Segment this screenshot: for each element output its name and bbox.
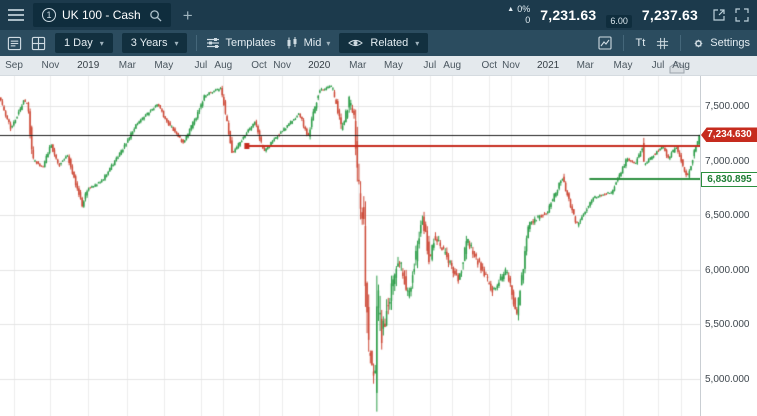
- range-dropdown[interactable]: 3 Years ▾: [121, 33, 188, 53]
- text-tool-button[interactable]: Tt: [635, 37, 646, 49]
- related-dropdown[interactable]: Related ▾: [339, 33, 429, 53]
- instrument-name: UK 100 - Cash: [62, 8, 141, 22]
- time-axis[interactable]: Sep Nov 2019 Mar May Jul Aug Oct Nov 2020 Mar May Ju…: [0, 56, 757, 76]
- menu-icon[interactable]: [8, 9, 24, 21]
- window-controls: [712, 8, 749, 22]
- spread-value: 6.00: [606, 14, 632, 28]
- range-value: 3 Years: [130, 37, 168, 49]
- quote-panel: ▲ 0% 0 7,231.63 6.00 7,237.63: [507, 0, 749, 30]
- time-axis-label: Mar: [349, 60, 367, 71]
- price-axis-label: 7,000.000: [705, 155, 750, 167]
- time-axis-label: Aug: [443, 60, 462, 71]
- price-axis-label: 6,000.000: [705, 264, 750, 276]
- price-axis-label: 5,500.000: [705, 319, 750, 331]
- time-axis-label: Nov: [273, 60, 291, 71]
- eye-icon: [348, 37, 364, 49]
- time-axis-label: Sep: [5, 60, 23, 71]
- price-axis[interactable]: 7,500.000 7,000.000 6,500.000 6,000.000 5,50…: [700, 76, 757, 416]
- candlestick-chart[interactable]: [0, 76, 700, 416]
- settings-label: Settings: [710, 37, 750, 49]
- time-axis-label: Mar: [118, 60, 137, 71]
- price-axis-label: 5,000.000: [705, 373, 750, 385]
- settings-button[interactable]: Settings: [692, 37, 750, 50]
- layout-grid-icon[interactable]: [31, 36, 46, 51]
- chevron-down-icon: ▾: [174, 38, 179, 48]
- buy-price[interactable]: 7,237.63: [641, 7, 698, 23]
- candlestick-icon: [285, 36, 299, 50]
- price-axis-label: 6,500.000: [705, 210, 750, 222]
- time-axis-label: Aug: [214, 60, 233, 71]
- search-icon[interactable]: [149, 9, 162, 22]
- templates-label: Templates: [225, 37, 276, 49]
- price-type-dropdown[interactable]: Mid ▾: [285, 36, 331, 50]
- change-block: ▲ 0% 0: [507, 4, 530, 26]
- time-axis-label: Jul: [651, 60, 665, 71]
- change-percent: 0%: [517, 4, 531, 14]
- add-chart-tab-button[interactable]: +: [182, 5, 193, 25]
- time-axis-label: Mar: [576, 60, 594, 71]
- sell-price[interactable]: 7,231.63: [540, 7, 597, 23]
- chart-toolbar: 1 Day ▾ 3 Years ▾ Templates Mid ▾ Relate…: [0, 30, 757, 56]
- toolbar-right-tools: Tt Settings: [598, 35, 750, 51]
- news-list-icon[interactable]: [7, 36, 22, 51]
- divider: [623, 35, 625, 51]
- fullscreen-icon[interactable]: [735, 8, 749, 22]
- chevron-down-icon: ▾: [99, 38, 104, 48]
- time-axis-label: May: [613, 60, 633, 71]
- time-axis-label: May: [383, 60, 403, 71]
- indicators-icon[interactable]: [598, 36, 613, 50]
- instrument-tab[interactable]: 1 UK 100 - Cash: [33, 3, 171, 27]
- time-axis-label: Jul: [423, 60, 437, 71]
- time-axis-label: 2019: [77, 60, 100, 71]
- time-axis-label: Jul: [194, 60, 208, 71]
- up-arrow-icon: ▲: [507, 6, 515, 13]
- time-axis-label: Oct: [481, 60, 498, 71]
- time-axis-label: Nov: [502, 60, 520, 71]
- pop-out-icon[interactable]: [712, 8, 726, 22]
- price-axis-label: 7,500.000: [705, 101, 750, 113]
- support-level-flag: 6,830.895: [701, 171, 757, 187]
- chevron-down-icon: ▾: [326, 38, 331, 48]
- templates-button[interactable]: Templates: [206, 36, 276, 50]
- jump-to-latest-icon[interactable]: [669, 61, 685, 79]
- change-points: 0: [525, 15, 531, 25]
- gear-icon: [692, 37, 705, 50]
- divider: [680, 35, 682, 51]
- chevron-down-icon: ▾: [415, 38, 420, 48]
- chart-plot-area[interactable]: [0, 76, 700, 416]
- time-axis-label: May: [154, 60, 174, 71]
- time-axis-label: 2020: [308, 60, 331, 71]
- related-label: Related: [370, 37, 409, 49]
- price-type-label: Mid: [303, 37, 322, 49]
- top-bar: 1 UK 100 - Cash + ▲ 0% 0 7,231.63 6.00 7…: [0, 0, 757, 30]
- time-axis-label: Oct: [251, 60, 267, 71]
- templates-icon: [206, 36, 220, 50]
- current-price-flag: 7,234.630: [701, 127, 757, 143]
- interval-dropdown[interactable]: 1 Day ▾: [55, 33, 113, 53]
- interval-value: 1 Day: [64, 37, 93, 49]
- tab-number-icon: 1: [42, 8, 56, 22]
- grid-toggle-icon[interactable]: [656, 37, 669, 50]
- time-axis-label: Aug: [672, 60, 690, 71]
- divider: [196, 35, 198, 51]
- time-axis-label: 2021: [536, 60, 560, 71]
- time-axis-label: Nov: [41, 60, 60, 71]
